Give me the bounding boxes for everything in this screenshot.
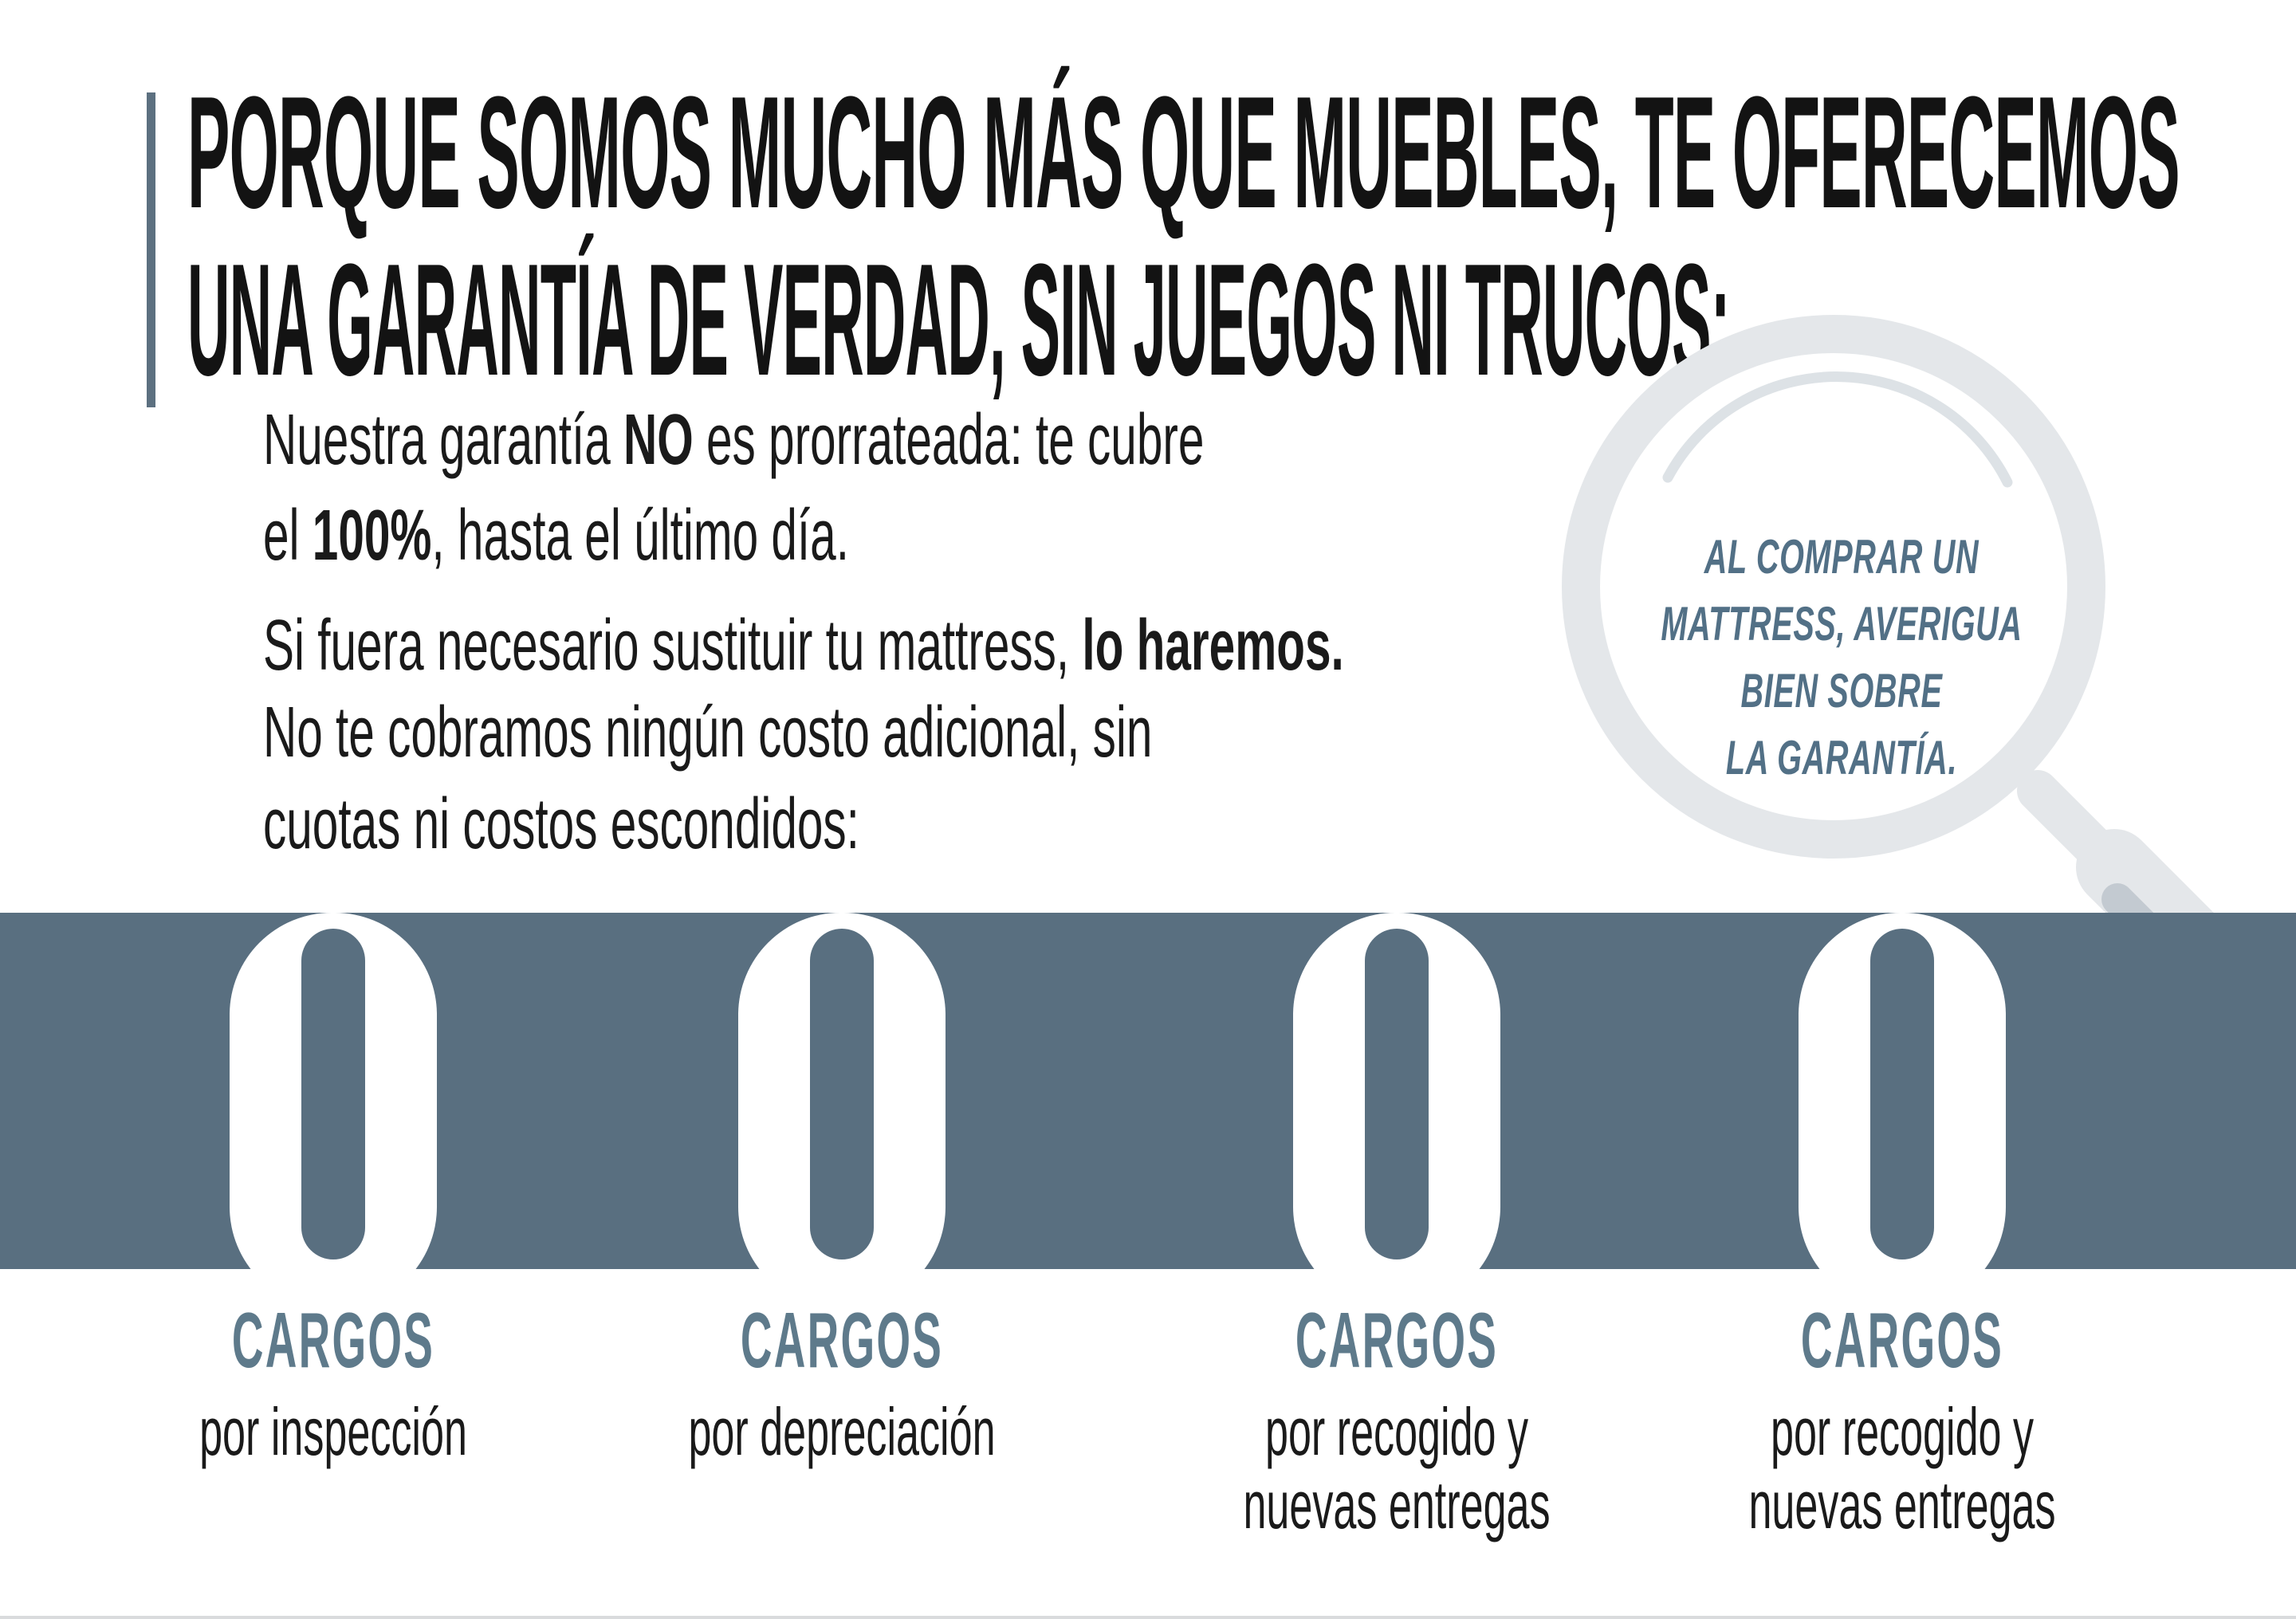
zero-digit-counter — [810, 929, 874, 1259]
description-line: por depreciación — [688, 1394, 996, 1469]
note-line: LA GARANTÍA. — [1725, 731, 1958, 784]
column-description: por recogido y nuevas entregas — [1729, 1395, 2075, 1542]
column-title: CARGOS — [231, 1296, 435, 1384]
charge-column-pickup-delivery-1: CARGOS por recogido y nuevas entregas — [1118, 1296, 1676, 1542]
column-title: CARGOS — [740, 1296, 944, 1384]
text-segment-bold: lo haremos. — [1082, 606, 1344, 686]
column-title: CARGOS — [1295, 1296, 1499, 1384]
paragraph-line: Nuestra garantía NO es prorrateada: te c… — [263, 392, 1204, 488]
paragraph-line: No te cobramos ningún costo adicional, s… — [263, 693, 1153, 772]
zero-digit-counter — [1365, 929, 1429, 1259]
heading-accent-bar — [147, 92, 155, 407]
text-segment: , hasta el último día. — [431, 496, 849, 576]
column-title: CARGOS — [1800, 1296, 2004, 1384]
paragraph-line: el 100%, hasta el último día. — [263, 488, 1204, 584]
description-line: por inspección — [199, 1394, 467, 1469]
page-title-line1: PORQUE SOMOS MUCHO MÁS QUE MUEBLES, TE O… — [187, 64, 2180, 242]
column-description: por inspección — [160, 1395, 506, 1468]
text-segment-bold: NO — [623, 400, 694, 480]
charge-column-depreciation: CARGOS por depreciación — [563, 1296, 1121, 1468]
description-line: por recogido y — [1770, 1394, 2035, 1469]
zero-digit-counter — [301, 929, 365, 1259]
charge-column-inspection: CARGOS por inspección — [54, 1296, 612, 1468]
description-line: nuevas entregas — [1748, 1468, 2056, 1542]
zero-digit-counter — [1870, 929, 1934, 1259]
description-line: nuevas entregas — [1243, 1468, 1551, 1542]
text-segment: Si fuera necesario sustituir tu mattress… — [263, 606, 1083, 686]
text-segment: el — [263, 496, 313, 576]
paragraph-line: cuotas ni costos escondidos: — [263, 784, 859, 864]
column-description: por depreciación — [669, 1395, 1015, 1468]
charge-column-pickup-delivery-2: CARGOS por recogido y nuevas entregas — [1623, 1296, 2181, 1542]
column-description: por recogido y nuevas entregas — [1224, 1395, 1570, 1542]
text-segment: Nuestra garantía — [263, 400, 624, 480]
zero-digit — [230, 913, 437, 1309]
paragraph-no-extra-cost: No te cobramos ningún costo adicional, s… — [263, 687, 1152, 870]
paragraph-replacement: Si fuera necesario sustituir tu mattress… — [263, 598, 1344, 694]
text-segment: es prorrateada: te cubre — [693, 400, 1205, 480]
zero-digit — [1293, 913, 1500, 1309]
bottom-page-rule — [0, 1616, 2296, 1619]
note-line: AL COMPRAR UN — [1704, 530, 1980, 584]
page-title: PORQUE SOMOS MUCHO MÁS QUE MUEBLES, TE O… — [187, 69, 2296, 404]
zero-digit — [738, 913, 946, 1309]
page-title-line2: UNA GARANTÍA DE VERDAD, SIN JUEGOS NI TR… — [187, 231, 1730, 409]
text-segment-bold: 100% — [312, 496, 432, 576]
magnifier-note: AL COMPRAR UN MATTRESS, AVERIGUA BIEN SO… — [1657, 524, 2026, 792]
description-line: por recogido y — [1264, 1394, 1529, 1469]
paragraph-no-prorated: Nuestra garantía NO es prorrateada: te c… — [263, 392, 1204, 584]
zero-digit — [1799, 913, 2006, 1309]
note-line: MATTRESS, AVERIGUA — [1661, 597, 2023, 650]
note-line: BIEN SOBRE — [1740, 664, 1943, 717]
paragraph-line: Si fuera necesario sustituir tu mattress… — [263, 598, 1344, 694]
magnifying-glass-icon — [1562, 315, 2230, 929]
